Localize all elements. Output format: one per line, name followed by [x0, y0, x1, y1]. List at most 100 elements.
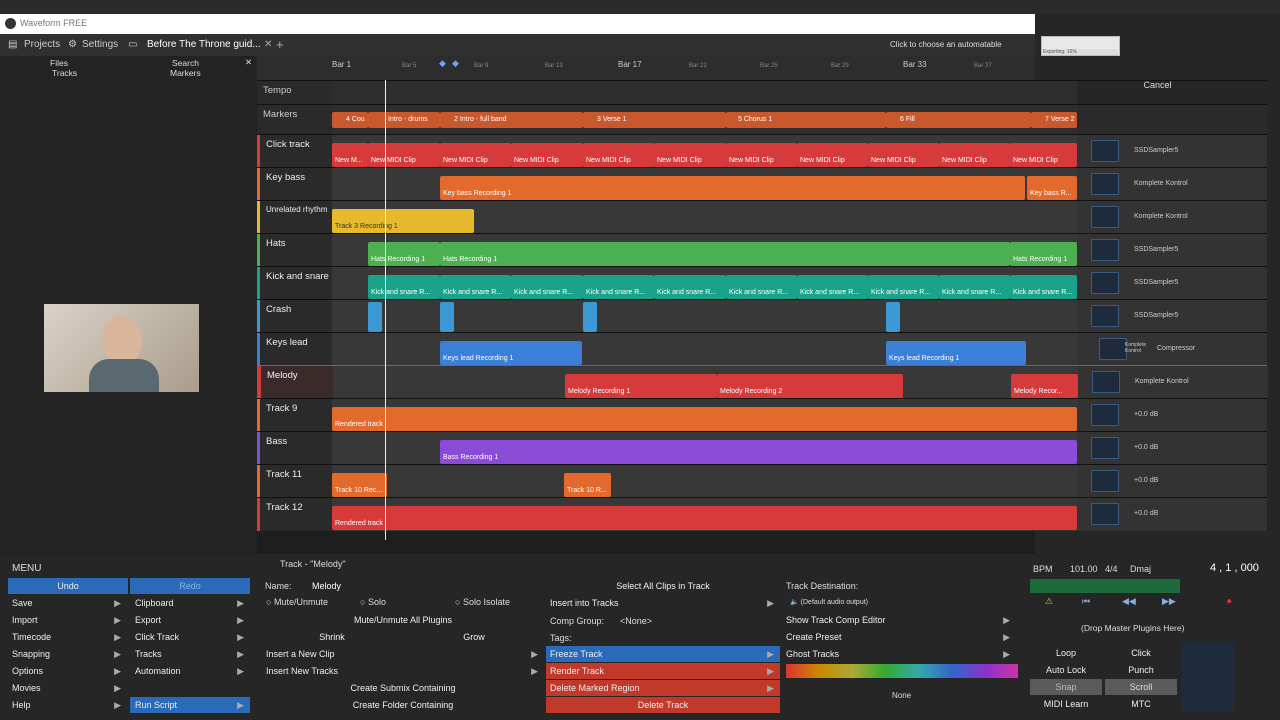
audio-clip[interactable]: Track 10 Rec...	[332, 473, 387, 497]
insert-into-tracks-menu[interactable]: Insert into Tracks ▶	[550, 595, 780, 611]
mute-all-plugins-button[interactable]: Mute/Unmute All Plugins	[353, 615, 453, 625]
position-display[interactable]: 4 , 1 , 000	[1210, 562, 1259, 574]
ghost-tracks-menu[interactable]: Ghost Tracks ▶	[786, 646, 1016, 662]
plugin-box[interactable]	[1091, 173, 1119, 195]
audio-clip[interactable]: Kick and snare R...	[868, 275, 939, 299]
track-hats[interactable]: Hats Hats Recording 1 Hats Recording 1 H…	[257, 233, 1267, 267]
scroll-button[interactable]: Scroll	[1105, 679, 1177, 695]
marker[interactable]: 3 Verse 1	[583, 112, 726, 128]
track-kick-snare[interactable]: Kick and snare Kick and snare R... Kick …	[257, 266, 1267, 300]
plugin-box[interactable]	[1091, 470, 1119, 492]
marker[interactable]: 4 Cou	[332, 112, 368, 128]
track-name[interactable]: Bass	[257, 432, 332, 465]
track-crash[interactable]: Crash SSDSampler5	[257, 299, 1267, 333]
tab-projects[interactable]: Projects	[24, 39, 61, 50]
redo-button[interactable]: Redo	[130, 578, 250, 594]
plugin-name[interactable]: Komplete Kontrol	[1125, 342, 1147, 354]
midi-clip[interactable]: New MIDI Clip	[654, 143, 726, 167]
track-name[interactable]: Click track	[257, 135, 332, 168]
show-comp-editor-menu[interactable]: Show Track Comp Editor ▶	[786, 612, 1016, 628]
midi-clip[interactable]: New MIDI Clip	[939, 143, 1010, 167]
marker[interactable]: 2 Intro - full band	[440, 112, 583, 128]
markers-lane[interactable]: 4 Cou Intro - drums 2 Intro - full band …	[332, 105, 1077, 135]
track-9[interactable]: Track 9 Rendered track +0.0 dB	[257, 398, 1267, 432]
track-name[interactable]: Hats	[257, 234, 332, 267]
shrink-button[interactable]: Shrink	[319, 632, 345, 642]
plugin-box[interactable]	[1091, 140, 1119, 162]
mute-toggle[interactable]: ○ Mute/Unmute	[266, 597, 328, 607]
track-name[interactable]: Crash	[257, 300, 332, 333]
auto-lock-button[interactable]: Auto Lock	[1045, 665, 1087, 675]
plugin-box[interactable]	[1091, 503, 1119, 525]
midi-clip[interactable]: New MIDI Clip	[1010, 143, 1077, 167]
audio-clip[interactable]: Hats Recording 1	[1010, 242, 1077, 266]
plugin-name[interactable]: Komplete Kontrol	[1134, 213, 1188, 220]
marker[interactable]: 5 Chorus 1	[726, 112, 886, 128]
track-lane[interactable]: Rendered track	[332, 399, 1077, 432]
audio-clip[interactable]: Keys lead Recording 1	[440, 341, 582, 365]
plugin-name[interactable]: +0.0 dB	[1134, 411, 1159, 418]
snap-button[interactable]: Snap	[1030, 679, 1102, 695]
time-signature[interactable]: 4/4	[1105, 564, 1118, 574]
plugin-box[interactable]	[1091, 239, 1119, 261]
track-11[interactable]: Track 11 Track 10 Rec... Track 10 R... +…	[257, 464, 1267, 498]
rewind-start-icon[interactable]: ⏮	[1082, 596, 1091, 606]
midi-clip[interactable]: New MIDI Clip	[797, 143, 868, 167]
track-melody[interactable]: Melody Melody Recording 1 Melody Recordi…	[257, 365, 1268, 399]
marker[interactable]: 7 Verse 2	[1031, 112, 1077, 128]
tab-project[interactable]: Before The Throne guid...	[147, 39, 261, 50]
audio-clip[interactable]	[583, 302, 597, 332]
track-bass[interactable]: Bass Bass Recording 1 +0.0 dB	[257, 431, 1267, 465]
audio-clip[interactable]: Kick and snare R...	[368, 275, 440, 299]
menu-options[interactable]: Options ▶	[12, 663, 127, 679]
plugin-name[interactable]: SSDSampler5	[1134, 312, 1179, 319]
track-lane[interactable]: New M... New MIDI Clip New MIDI Clip New…	[332, 135, 1077, 168]
freeze-track-menu[interactable]: Freeze Track ▶	[546, 646, 780, 662]
tab-settings[interactable]: Settings	[82, 39, 119, 50]
loop-start-marker-icon[interactable]: ◆	[439, 58, 446, 68]
plugin-box[interactable]	[1091, 404, 1119, 426]
solo-toggle[interactable]: ○ Solo	[360, 597, 386, 607]
track-name[interactable]: Melody	[258, 366, 333, 399]
sidebar-tracks[interactable]: Tracks	[52, 68, 78, 78]
render-track-menu[interactable]: Render Track ▶	[546, 663, 780, 679]
playhead[interactable]	[385, 80, 386, 540]
audio-clip[interactable]: Kick and snare R...	[726, 275, 797, 299]
master-plugins-drop[interactable]: (Drop Master Plugins Here)	[1081, 623, 1185, 633]
create-preset-menu[interactable]: Create Preset ▶	[786, 629, 1016, 645]
track-lane[interactable]	[332, 300, 1077, 333]
fast-forward-icon[interactable]: ▶▶	[1162, 596, 1176, 606]
plugin-box[interactable]	[1091, 305, 1119, 327]
bpm-value[interactable]: 101.00	[1070, 564, 1098, 574]
menu-export[interactable]: Export ▶	[135, 612, 250, 628]
sidebar-files[interactable]: Files	[50, 58, 68, 68]
track-name[interactable]: Unrelated rhythm	[257, 201, 332, 234]
track-lane[interactable]: Bass Recording 1	[332, 432, 1077, 465]
track-lane[interactable]: Track 10 Rec... Track 10 R...	[332, 465, 1077, 498]
track-click[interactable]: Click track New M... New MIDI Clip New M…	[257, 134, 1267, 168]
track-keys-lead[interactable]: Keys lead Keys lead Recording 1 Keys lea…	[257, 332, 1267, 366]
timeline-ruler[interactable]: Bar 1 Bar 5 Bar 9 Bar 13 Bar 17 Bar 21 B…	[257, 56, 1035, 80]
plugin-box[interactable]	[1092, 371, 1120, 393]
select-all-clips-button[interactable]: Select All Clips in Track	[616, 581, 710, 591]
colour-picker[interactable]	[786, 664, 1018, 678]
audio-clip[interactable]	[368, 302, 382, 332]
track-unrelated-rhythm[interactable]: Unrelated rhythm Track 3 Recording 1 Kom…	[257, 200, 1267, 234]
audio-clip[interactable]	[440, 302, 454, 332]
punch-button[interactable]: Punch	[1128, 665, 1154, 675]
track-name[interactable]: Track 12	[257, 498, 332, 531]
menu-click-track[interactable]: Click Track ▶	[135, 629, 250, 645]
audio-clip[interactable]: Kick and snare R...	[939, 275, 1010, 299]
midi-clip[interactable]: New MIDI Clip	[583, 143, 654, 167]
menu-snapping[interactable]: Snapping ▶	[12, 646, 127, 662]
track-lane[interactable]: Track 3 Recording 1	[332, 201, 1077, 234]
sidebar-markers[interactable]: Markers	[170, 68, 201, 78]
delete-track-button[interactable]: Delete Track	[546, 697, 780, 713]
audio-clip[interactable]: Key bass Recording 1	[440, 176, 1025, 200]
audio-clip[interactable]: Kick and snare R...	[511, 275, 583, 299]
audio-clip[interactable]: Melody Recording 2	[717, 374, 903, 398]
plugin-name[interactable]: +0.0 dB	[1134, 444, 1159, 451]
menu-automation[interactable]: Automation ▶	[135, 663, 250, 679]
menu-timecode[interactable]: Timecode ▶	[12, 629, 127, 645]
track-lane[interactable]: Key bass Recording 1 Key bass R...	[332, 168, 1077, 201]
